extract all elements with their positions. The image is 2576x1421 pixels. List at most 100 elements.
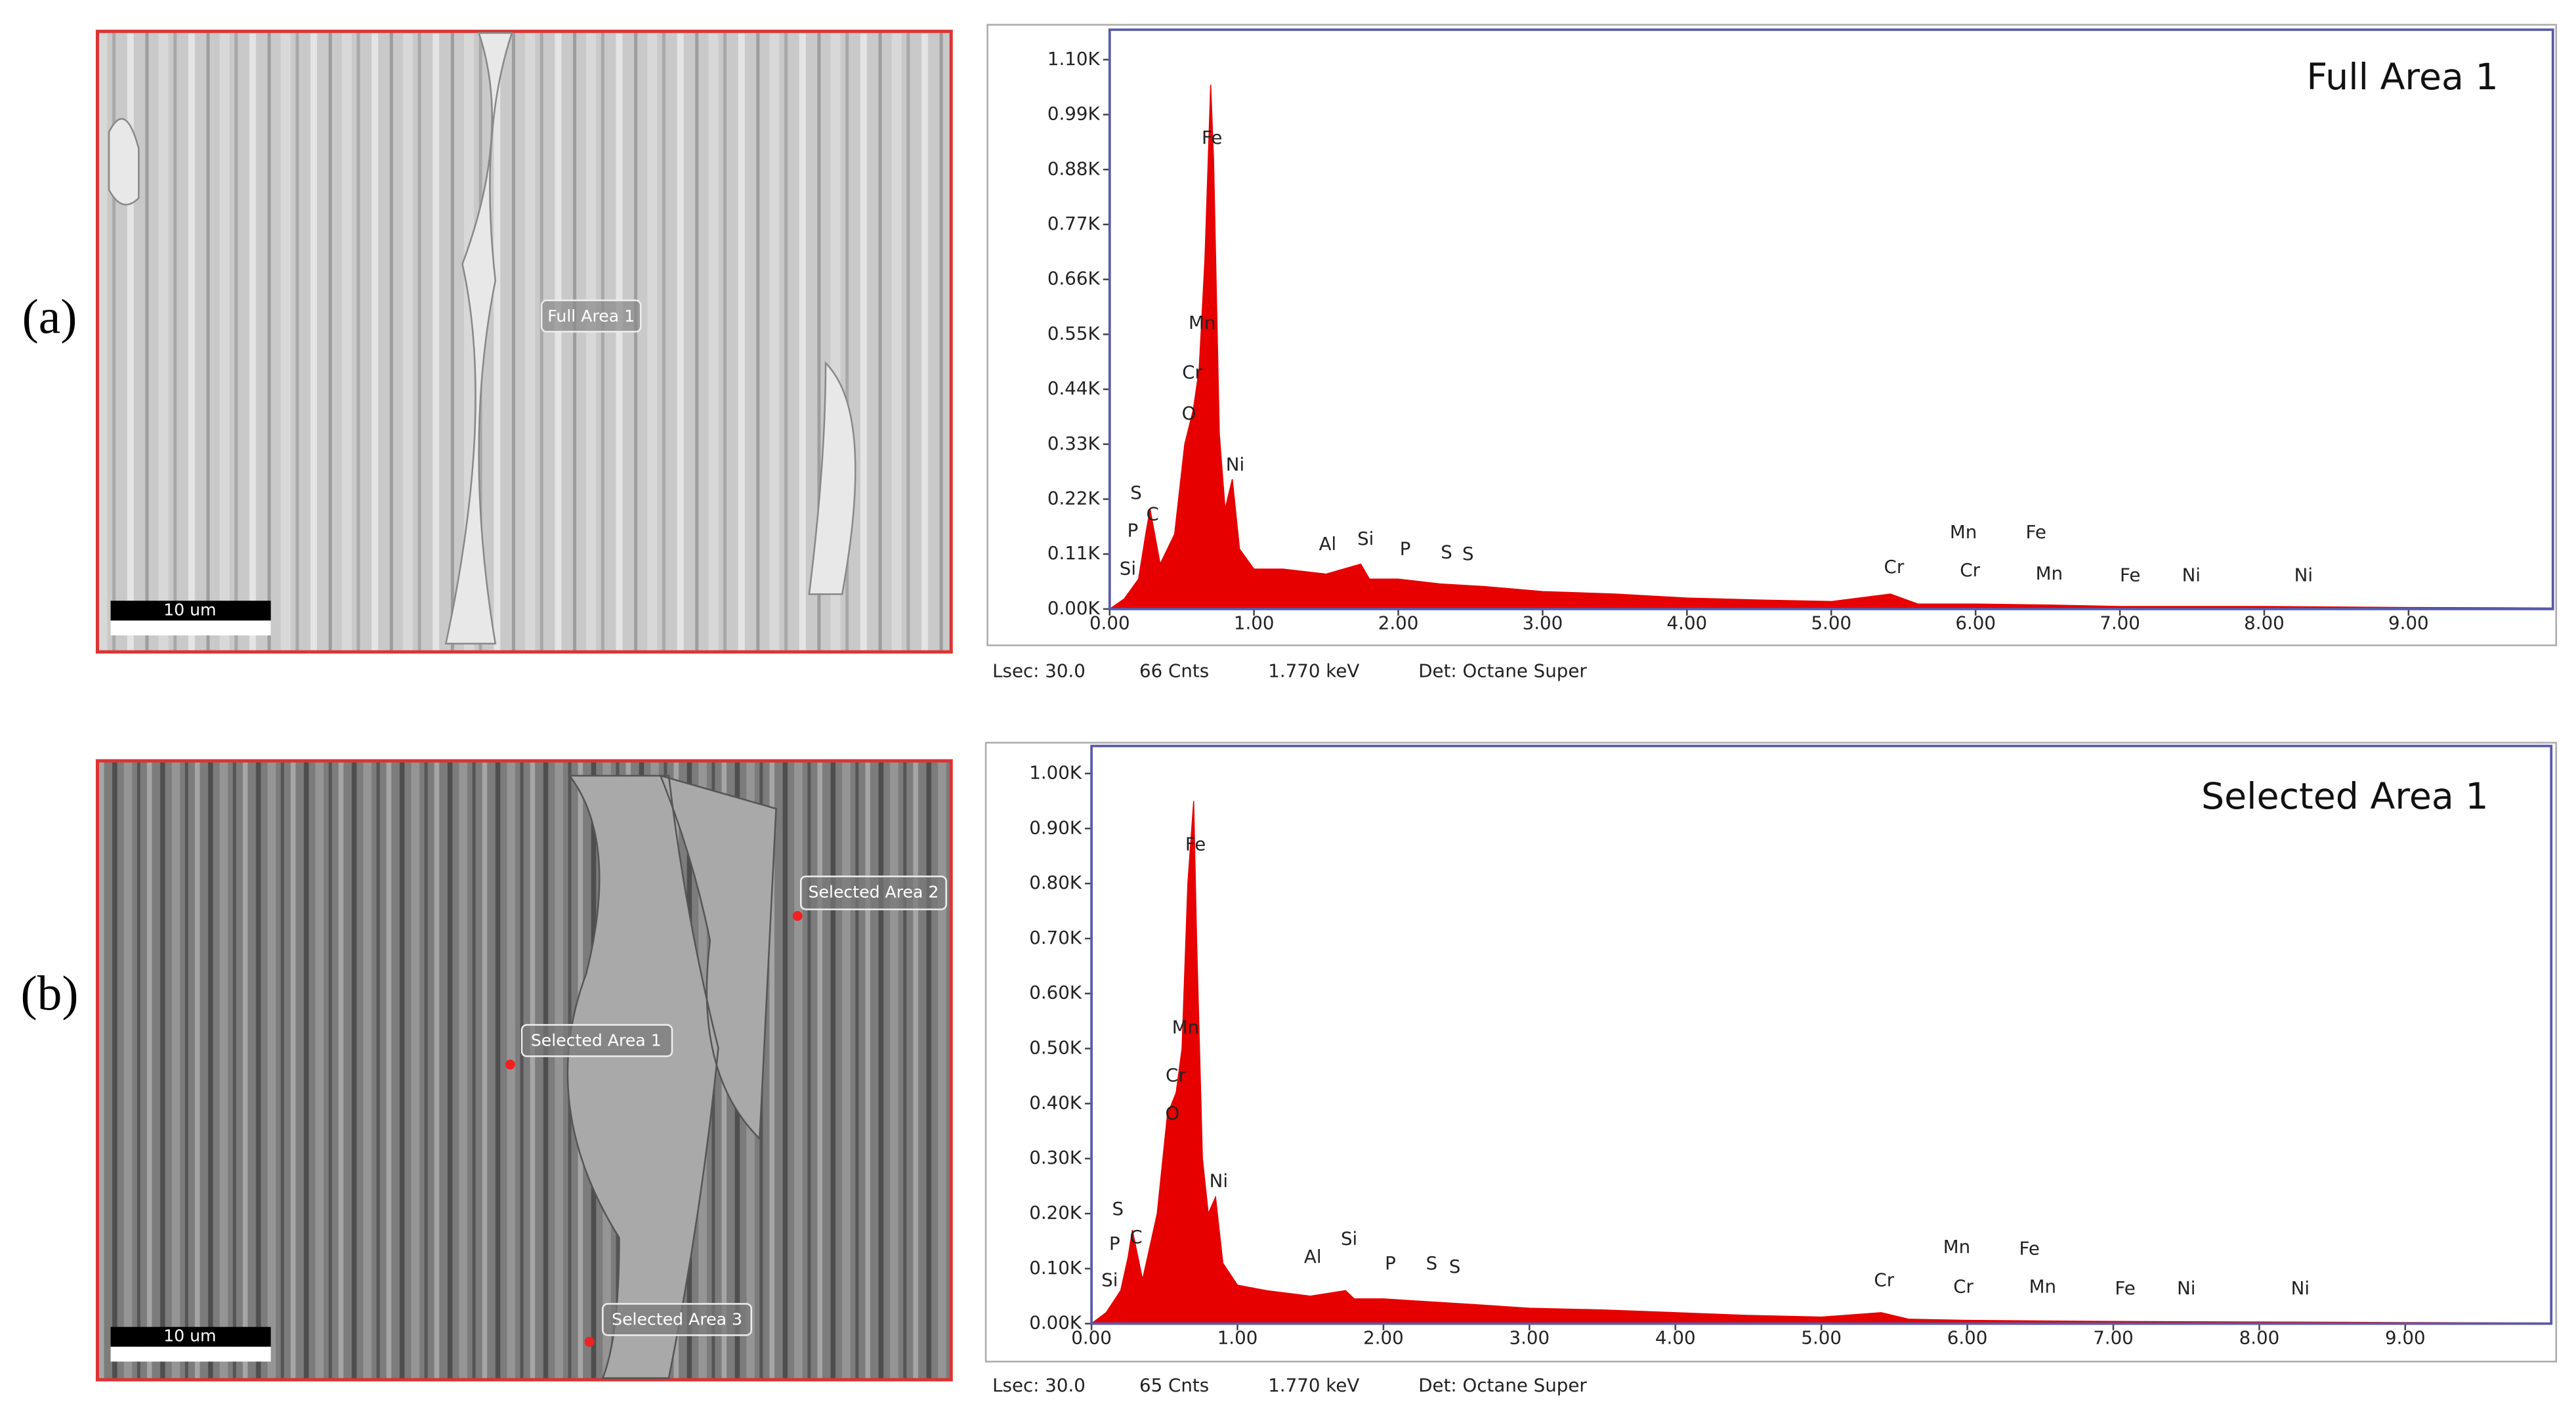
scale-bar-label: 10 um (163, 1326, 216, 1346)
peak-label: P (1109, 1233, 1120, 1254)
y-tick-label: 0.60K (1029, 982, 1082, 1004)
peak-label: C (1130, 1226, 1142, 1248)
peak-label: P (1400, 538, 1411, 559)
spectrum-area (1108, 84, 2554, 610)
x-tick-label: 1.00 (1217, 1326, 1258, 1348)
x-tick-label: 0.00 (1071, 1326, 1112, 1348)
footer-text: Det: Octane Super (1418, 1374, 1587, 1396)
sem-image: Selected Area 2 Selected Area 1 Selected… (95, 759, 953, 1382)
peak-label: P (1128, 520, 1139, 541)
peak-label: Al (1319, 533, 1337, 555)
peak-label: S (1112, 1198, 1124, 1220)
peak-label: C (1147, 503, 1159, 525)
x-tick-label: 9.00 (2388, 612, 2429, 633)
peak-label: O (1165, 1102, 1179, 1124)
peak-label: S (1426, 1252, 1438, 1274)
y-tick-label: 0.00K (1029, 1312, 1082, 1334)
peak-label: Cr (1953, 1275, 1974, 1297)
chart-title: Selected Area 1 (2201, 776, 2489, 818)
peak-label: S (1462, 543, 1474, 564)
image-label: Selected Area 1 (531, 1031, 662, 1050)
x-tick-label: 5.00 (1801, 1326, 1842, 1348)
y-tick-label: 0.77K (1047, 213, 1101, 234)
peak-label: Cr (1182, 361, 1202, 383)
peak-label: Fe (2120, 564, 2140, 586)
peak-label: O (1182, 402, 1196, 424)
y-tick-label: 0.99K (1047, 103, 1101, 125)
y-tick-label: 0.22K (1047, 487, 1101, 509)
footer-text: Lsec: 30.0 (992, 660, 1086, 681)
y-tick-label: 0.00K (1047, 597, 1101, 619)
footer-text: 65 Cnts (1139, 1374, 1209, 1396)
peak-label: Si (1341, 1227, 1357, 1249)
spectrum-area (1089, 801, 2552, 1325)
x-tick-label: 3.00 (1510, 1326, 1550, 1348)
x-tick-label: 6.00 (1955, 612, 1996, 633)
peak-label: Fe (1185, 833, 1206, 855)
peak-label: Mn (2029, 1275, 2056, 1297)
peak-label: Ni (2182, 564, 2201, 586)
footer-text: 66 Cnts (1139, 660, 1209, 681)
x-tick-label: 5.00 (1811, 612, 1851, 633)
peak-label: Mn (2036, 562, 2063, 584)
x-tick-label: 4.00 (1667, 612, 1708, 633)
y-tick-label: 0.33K (1047, 433, 1101, 454)
plot-area (1108, 28, 2554, 610)
peak-label: Si (1357, 528, 1374, 549)
y-tick-label: 0.70K (1029, 927, 1082, 948)
plot-area (1090, 744, 2553, 1325)
peak-label: P (1385, 1252, 1396, 1274)
peak-label: Cr (1884, 556, 1905, 578)
x-tick-label: 7.00 (2093, 1326, 2134, 1348)
chart-title: Full Area 1 (2306, 56, 2498, 98)
footer-text: 1.770 keV (1268, 660, 1359, 681)
y-tick-label: 0.55K (1047, 322, 1101, 344)
peak-label: Si (1120, 558, 1136, 580)
y-tick-label: 0.44K (1047, 377, 1101, 399)
image-label: Selected Area 3 (612, 1310, 742, 1329)
y-tick-label: 0.40K (1029, 1092, 1082, 1113)
y-tick-label: 0.20K (1029, 1202, 1082, 1223)
y-tick-label: 0.88K (1047, 158, 1101, 179)
peak-label: Cr (1166, 1064, 1186, 1086)
peak-label: Ni (2291, 1277, 2310, 1299)
peak-label: Mn (1950, 521, 1977, 543)
y-tick-label: 0.80K (1029, 872, 1082, 893)
chart-frame (986, 24, 2558, 647)
image-label: Full Area 1 (547, 307, 635, 326)
peak-label: Mn (1172, 1017, 1199, 1038)
x-tick-label: 7.00 (2100, 612, 2140, 633)
x-tick-label: 2.00 (1378, 612, 1419, 633)
peak-label: Cr (1874, 1269, 1894, 1290)
footer-text: 1.770 keV (1268, 1374, 1359, 1396)
y-tick-label: 0.30K (1029, 1147, 1082, 1168)
y-tick-label: 1.00K (1029, 761, 1082, 783)
peak-label: S (1441, 541, 1452, 562)
x-tick-label: 9.00 (2385, 1326, 2426, 1348)
sem-image: Full Area 1 10 um (95, 30, 953, 654)
peak-label: Mn (1189, 312, 1215, 333)
peak-label: Fe (2019, 1237, 2039, 1259)
peak-label: Ni (2177, 1277, 2195, 1299)
peak-label: S (1130, 482, 1142, 503)
peak-label: Si (1101, 1269, 1118, 1290)
peak-label: S (1449, 1256, 1461, 1277)
peak-label: Cr (1960, 559, 1980, 581)
image-label: Selected Area 2 (809, 882, 939, 901)
peak-label: Al (1304, 1246, 1322, 1267)
panel-label: (a) (22, 290, 77, 345)
y-tick-label: 0.50K (1029, 1037, 1082, 1059)
peak-label: Ni (1226, 454, 1244, 475)
x-tick-label: 6.00 (1947, 1326, 1988, 1348)
footer-text: Det: Octane Super (1418, 660, 1587, 681)
y-tick-label: 0.10K (1029, 1257, 1082, 1279)
x-tick-label: 1.00 (1234, 612, 1275, 633)
scale-bar-label: 10 um (163, 600, 216, 619)
peak-label: Mn (1943, 1236, 1970, 1258)
x-tick-label: 0.00 (1089, 612, 1130, 633)
panel-label: (b) (20, 967, 78, 1021)
x-tick-label: 2.00 (1363, 1326, 1404, 1348)
footer-text: Lsec: 30.0 (992, 1374, 1086, 1396)
y-tick-label: 0.66K (1047, 268, 1101, 289)
